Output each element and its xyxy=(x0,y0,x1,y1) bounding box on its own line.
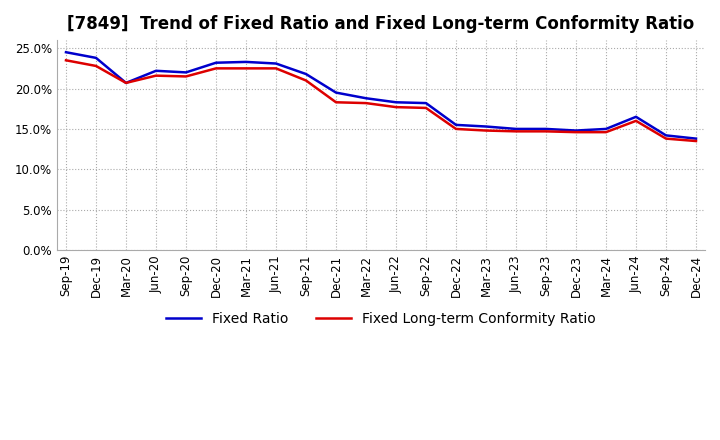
Fixed Long-term Conformity Ratio xyxy=(541,129,550,134)
Fixed Ratio xyxy=(271,61,280,66)
Fixed Ratio xyxy=(572,128,580,133)
Fixed Ratio xyxy=(122,80,130,85)
Line: Fixed Ratio: Fixed Ratio xyxy=(66,52,696,139)
Fixed Long-term Conformity Ratio xyxy=(271,66,280,71)
Fixed Ratio xyxy=(361,95,370,101)
Fixed Long-term Conformity Ratio xyxy=(422,105,431,110)
Fixed Ratio xyxy=(332,90,341,95)
Fixed Long-term Conformity Ratio xyxy=(122,80,130,85)
Fixed Ratio xyxy=(451,122,460,128)
Fixed Ratio xyxy=(692,136,701,141)
Fixed Ratio xyxy=(422,100,431,106)
Fixed Long-term Conformity Ratio xyxy=(152,73,161,78)
Legend: Fixed Ratio, Fixed Long-term Conformity Ratio: Fixed Ratio, Fixed Long-term Conformity … xyxy=(161,306,601,331)
Fixed Long-term Conformity Ratio xyxy=(631,118,640,124)
Fixed Ratio xyxy=(212,60,220,66)
Fixed Long-term Conformity Ratio xyxy=(361,100,370,106)
Fixed Ratio xyxy=(631,114,640,119)
Fixed Long-term Conformity Ratio xyxy=(692,139,701,144)
Fixed Long-term Conformity Ratio xyxy=(451,126,460,132)
Fixed Long-term Conformity Ratio xyxy=(242,66,251,71)
Fixed Long-term Conformity Ratio xyxy=(572,129,580,135)
Fixed Long-term Conformity Ratio xyxy=(392,104,400,110)
Fixed Long-term Conformity Ratio xyxy=(91,63,100,69)
Fixed Ratio xyxy=(662,133,670,138)
Fixed Ratio xyxy=(242,59,251,65)
Fixed Ratio xyxy=(392,99,400,105)
Fixed Ratio xyxy=(62,50,71,55)
Fixed Ratio xyxy=(152,68,161,73)
Fixed Ratio xyxy=(181,70,190,75)
Fixed Long-term Conformity Ratio xyxy=(212,66,220,71)
Fixed Ratio xyxy=(541,126,550,132)
Fixed Long-term Conformity Ratio xyxy=(512,129,521,134)
Fixed Ratio xyxy=(512,126,521,132)
Fixed Long-term Conformity Ratio xyxy=(181,74,190,79)
Fixed Long-term Conformity Ratio xyxy=(62,58,71,63)
Fixed Ratio xyxy=(91,55,100,61)
Fixed Long-term Conformity Ratio xyxy=(482,128,490,133)
Fixed Ratio xyxy=(302,71,310,77)
Line: Fixed Long-term Conformity Ratio: Fixed Long-term Conformity Ratio xyxy=(66,60,696,141)
Fixed Long-term Conformity Ratio xyxy=(662,136,670,141)
Fixed Long-term Conformity Ratio xyxy=(302,78,310,83)
Fixed Ratio xyxy=(602,126,611,132)
Fixed Long-term Conformity Ratio xyxy=(332,99,341,105)
Title: [7849]  Trend of Fixed Ratio and Fixed Long-term Conformity Ratio: [7849] Trend of Fixed Ratio and Fixed Lo… xyxy=(68,15,695,33)
Fixed Long-term Conformity Ratio xyxy=(602,129,611,135)
Fixed Ratio xyxy=(482,124,490,129)
